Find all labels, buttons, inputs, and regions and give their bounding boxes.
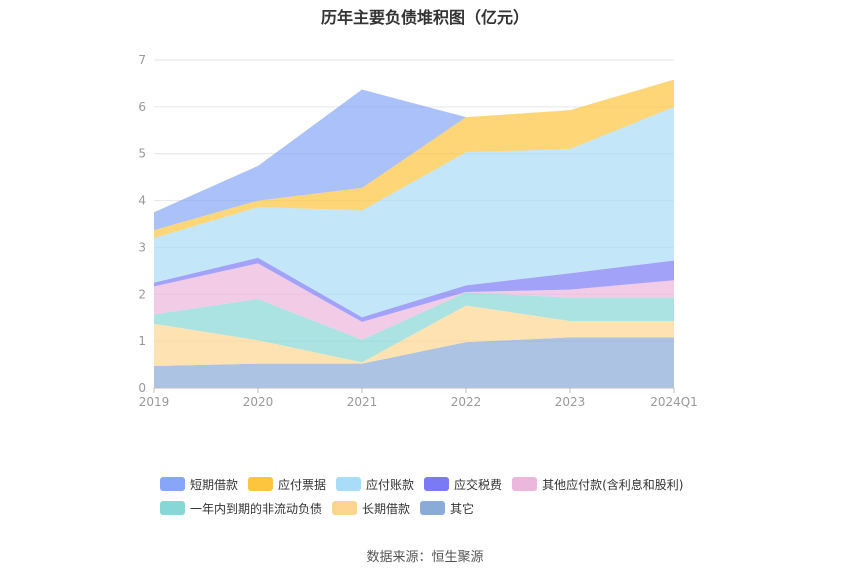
legend-item[interactable]: 短期借款 (160, 476, 238, 493)
area-其他应付款(含利息和股利) (154, 263, 674, 340)
y-tick-label: 3 (138, 240, 146, 254)
legend-swatch (332, 501, 358, 515)
legend-swatch (248, 477, 274, 491)
y-tick-label: 4 (138, 194, 146, 208)
legend-label: 其它 (450, 501, 475, 516)
legend-item[interactable]: 应付票据 (248, 476, 326, 493)
area-长期借款 (154, 305, 674, 366)
y-tick-label: 0 (138, 381, 146, 395)
legend-swatch (160, 501, 185, 515)
legend-swatch (336, 477, 362, 491)
legend-item[interactable]: 一年内到期的非流动负债 (160, 500, 322, 517)
legend-label: 应付票据 (278, 477, 327, 492)
area-应付账款 (154, 106, 674, 318)
x-tick-label: 2024Q1 (650, 395, 698, 409)
x-tick-label: 2020 (243, 395, 274, 409)
y-tick-label: 5 (138, 147, 146, 161)
y-tick-label: 6 (138, 100, 146, 114)
area-应付票据 (154, 79, 674, 239)
y-tick-label: 2 (138, 287, 146, 301)
legend-label: 应付账款 (366, 477, 415, 492)
legend-swatch (420, 501, 446, 515)
y-tick-label: 7 (138, 53, 146, 67)
x-tick-label: 2021 (347, 395, 378, 409)
legend-label: 应交税费 (454, 477, 503, 492)
legend-label: 一年内到期的非流动负债 (190, 501, 323, 516)
area-series (154, 79, 674, 388)
data-source-note: 数据来源：恒生聚源 (366, 550, 484, 565)
legend-row: 短期借款 应付票据 应付账款 应交税费 其他应付款(含利息和股利) (160, 472, 720, 496)
stacked-area-chart: 0 1 2 3 4 5 6 7 2019 2020 2021 2022 2023 2024Q1 (138, 53, 697, 409)
legend-item[interactable]: 应交税费 (424, 476, 502, 493)
area-其它 (154, 337, 674, 388)
area-短期借款 (154, 79, 674, 231)
legend-swatch (512, 477, 538, 491)
legend-swatch (424, 477, 450, 491)
x-tick-label: 2022 (451, 395, 482, 409)
legend-item[interactable]: 应付账款 (336, 476, 414, 493)
x-tick-label: 2019 (139, 395, 170, 409)
x-tick-label: 2023 (555, 395, 586, 409)
legend-item[interactable]: 其他应付款(含利息和股利) (512, 476, 683, 493)
legend-label: 长期借款 (362, 501, 411, 516)
legend-item[interactable]: 其它 (420, 500, 474, 517)
legend-label: 其他应付款(含利息和股利) (542, 477, 684, 492)
area-一年内到期的非流动负债 (154, 292, 674, 363)
legend-item[interactable]: 长期借款 (332, 500, 410, 517)
legend-row: 一年内到期的非流动负债 长期借款 其它 (160, 496, 720, 520)
legend-label: 短期借款 (190, 477, 239, 492)
axes: 0 1 2 3 4 5 6 7 2019 2020 2021 2022 2023 2024Q1 (138, 53, 697, 409)
legend: 短期借款 应付票据 应付账款 应交税费 其他应付款(含利息和股利) 一年内到期的非流动负… (160, 472, 720, 520)
chart-title: 历年主要负债堆积图（亿元） (320, 8, 529, 27)
area-应交税费 (154, 257, 674, 322)
legend-swatch (160, 477, 185, 491)
y-tick-label: 1 (138, 334, 146, 348)
